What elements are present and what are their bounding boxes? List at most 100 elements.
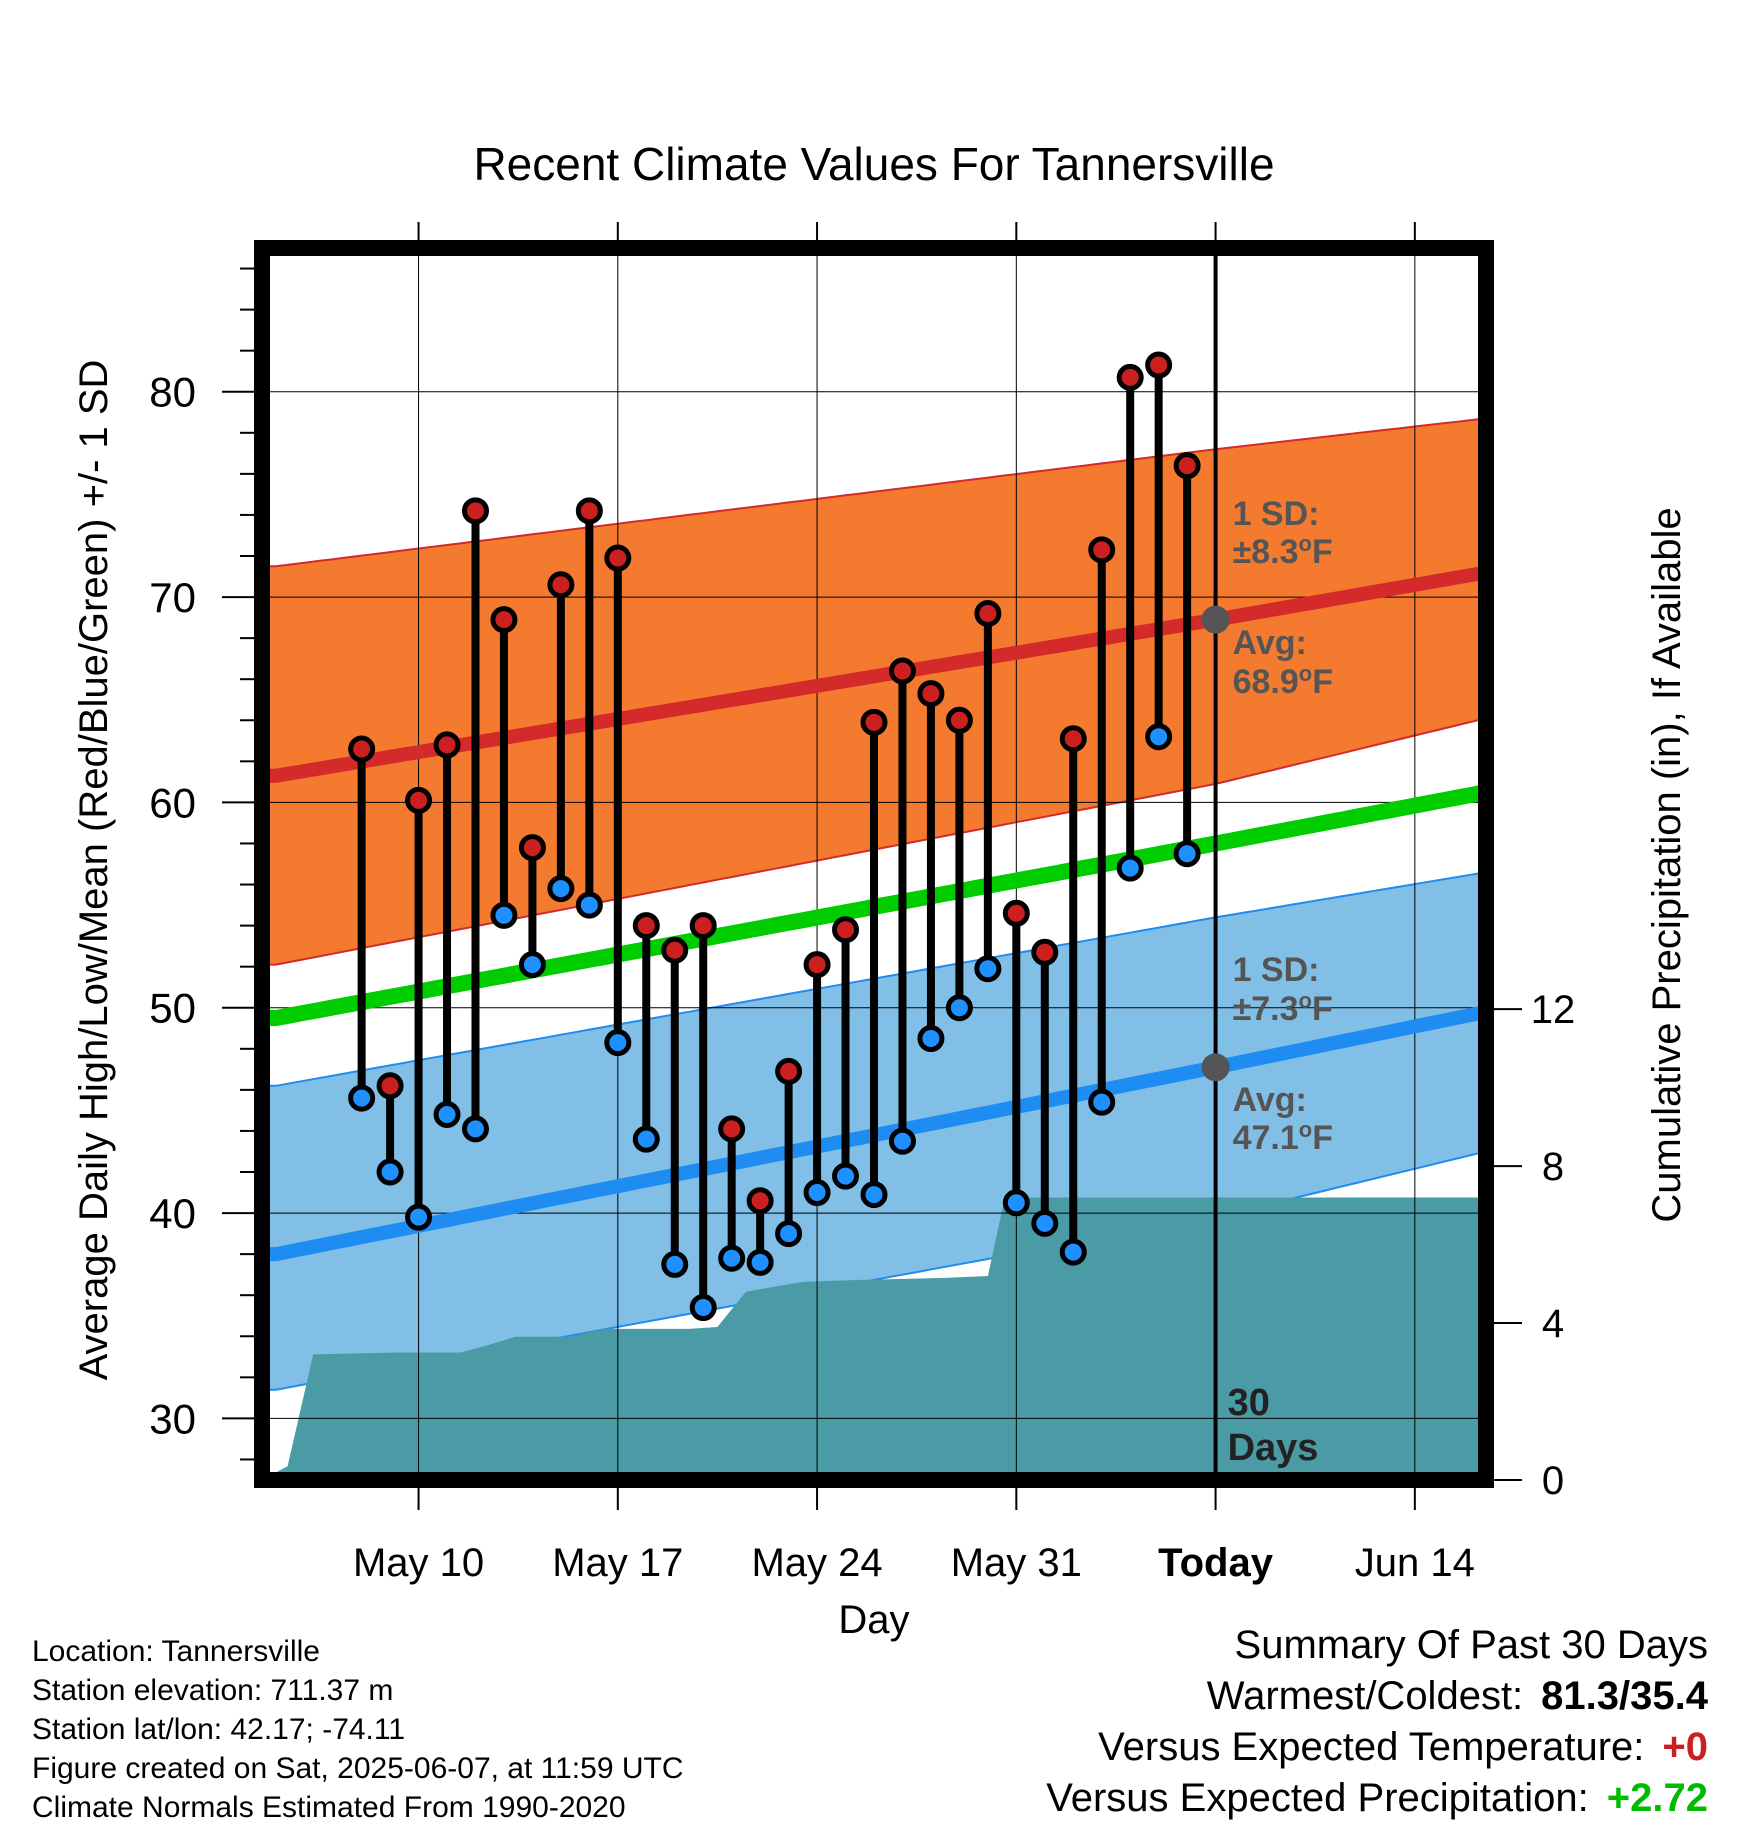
info-created: Figure created on Sat, 2025-06-07, at 11… <box>32 1752 684 1785</box>
summary-temp: Versus Expected Temperature: +0 <box>1098 1727 1708 1767</box>
chart-title: Recent Climate Values For Tannersville <box>473 138 1274 190</box>
daily-high-point <box>575 497 603 525</box>
daily-high-point <box>775 1057 803 1085</box>
low-avg-value-unit: F <box>1312 1119 1333 1157</box>
daily-low-point <box>1002 1189 1030 1217</box>
y-tick-label: 60 <box>149 779 196 826</box>
daily-high-point <box>1145 351 1173 379</box>
daily-low-point <box>1145 723 1173 751</box>
x-tick-label: May 17 <box>552 1541 683 1585</box>
precip-area <box>262 1197 1486 1480</box>
low-sd-value-degree: o <box>1299 988 1312 1013</box>
high-sd-label: 1 SD: <box>1233 495 1320 533</box>
daily-high-point <box>746 1187 774 1215</box>
high-avg-label: Avg: <box>1233 624 1307 662</box>
y-right-tick-label: 12 <box>1531 988 1576 1032</box>
temp-label: Versus Expected Temperature: <box>1098 1725 1645 1769</box>
daily-low-point <box>518 951 546 979</box>
daily-high-point <box>832 916 860 944</box>
low-sd-value-number: ±7.3 <box>1233 990 1299 1028</box>
daily-high-point <box>1002 899 1030 927</box>
daily-low-point <box>746 1248 774 1276</box>
high-avg-value-number: 68.9 <box>1233 663 1299 701</box>
x-tick-label: May 31 <box>951 1541 1082 1585</box>
high-sd-value-degree: o <box>1299 531 1312 556</box>
days-number-label: 30 <box>1228 1382 1270 1424</box>
daily-high-point <box>689 912 717 940</box>
low-avg-value: 47.1oF <box>1233 1117 1333 1157</box>
daily-high-point <box>860 708 888 736</box>
info-normals: Climate Normals Estimated From 1990-2020 <box>32 1791 626 1824</box>
daily-high-point <box>945 706 973 734</box>
daily-low-point <box>661 1250 689 1278</box>
high-avg-value-degree: o <box>1299 661 1312 686</box>
high-sd-band <box>262 417 1486 966</box>
today-low-marker <box>1201 1053 1230 1082</box>
daily-low-point <box>1059 1238 1087 1266</box>
plot-frame <box>254 240 1494 1488</box>
low-avg-value-degree: o <box>1299 1117 1312 1142</box>
today-high-marker <box>1201 605 1230 634</box>
daily-low-point <box>1088 1088 1116 1116</box>
high-sd-value-unit: F <box>1312 533 1333 571</box>
daily-high-point <box>604 544 632 572</box>
daily-low-point <box>547 875 575 903</box>
low-sd-value: ±7.3oF <box>1233 988 1333 1028</box>
daily-low-point <box>860 1181 888 1209</box>
y-right-tick-label: 4 <box>1542 1302 1564 1346</box>
daily-low-point <box>632 1125 660 1153</box>
y-tick-label: 50 <box>149 985 196 1032</box>
y-tick-label: 80 <box>149 369 196 416</box>
daily-high-point <box>518 834 546 862</box>
low-sd-label: 1 SD: <box>1233 951 1320 989</box>
daily-high-point <box>490 606 518 634</box>
high-avg-value: 68.9oF <box>1233 661 1333 701</box>
y-axis-label-left: Average Daily High/Low/Mean (Red/Blue/Gr… <box>72 360 116 1381</box>
low-avg-value-number: 47.1 <box>1233 1119 1299 1157</box>
y-tick-label: 30 <box>149 1395 196 1442</box>
daily-low-point <box>490 901 518 929</box>
daily-low-point <box>461 1115 489 1143</box>
daily-high-point <box>433 731 461 759</box>
daily-high-point <box>348 735 376 763</box>
high-sd-value-number: ±8.3 <box>1233 533 1299 571</box>
daily-high-point <box>632 912 660 940</box>
daily-high-point <box>917 680 945 708</box>
daily-high-point <box>405 786 433 814</box>
summary-title: Summary Of Past 30 Days <box>1234 1623 1708 1667</box>
summary-precip: Versus Expected Precipitation: +2.72 <box>1046 1778 1708 1818</box>
daily-high-point <box>718 1115 746 1143</box>
daily-low-point <box>832 1162 860 1190</box>
daily-high-point <box>888 657 916 685</box>
daily-low-point <box>1173 840 1201 868</box>
daily-low-point <box>775 1220 803 1248</box>
warm-cold-label: Warmest/Coldest: <box>1206 1674 1524 1718</box>
daily-low-point <box>718 1244 746 1272</box>
x-tick-label: Today <box>1158 1541 1274 1585</box>
y-right-tick-label: 0 <box>1542 1459 1564 1503</box>
daily-low-point <box>888 1127 916 1155</box>
days-word-label: Days <box>1228 1427 1319 1469</box>
y-tick-label: 40 <box>149 1190 196 1237</box>
x-tick-label: Jun 14 <box>1355 1541 1475 1585</box>
low-sd-value-unit: F <box>1312 990 1333 1028</box>
daily-high-point <box>1031 938 1059 966</box>
y-right-tick-label: 8 <box>1542 1145 1564 1189</box>
daily-low-point <box>348 1084 376 1112</box>
warm-cold-value: 81.3/35.4 <box>1541 1674 1708 1718</box>
high-sd-value: ±8.3oF <box>1233 531 1333 571</box>
daily-high-point <box>661 936 689 964</box>
info-location: Location: Tannersville <box>32 1635 320 1668</box>
high-avg-value-unit: F <box>1312 663 1333 701</box>
daily-low-point <box>689 1294 717 1322</box>
precip-label: Versus Expected Precipitation: <box>1046 1776 1589 1820</box>
x-axis-label: Day <box>838 1598 909 1642</box>
daily-low-point <box>974 955 1002 983</box>
x-tick-label: May 24 <box>751 1541 882 1585</box>
daily-low-point <box>575 891 603 919</box>
y-axis-label-right: Cumulative Precipitation (in), If Availa… <box>1645 507 1689 1222</box>
daily-low-point <box>1031 1209 1059 1237</box>
daily-high-point <box>974 599 1002 627</box>
